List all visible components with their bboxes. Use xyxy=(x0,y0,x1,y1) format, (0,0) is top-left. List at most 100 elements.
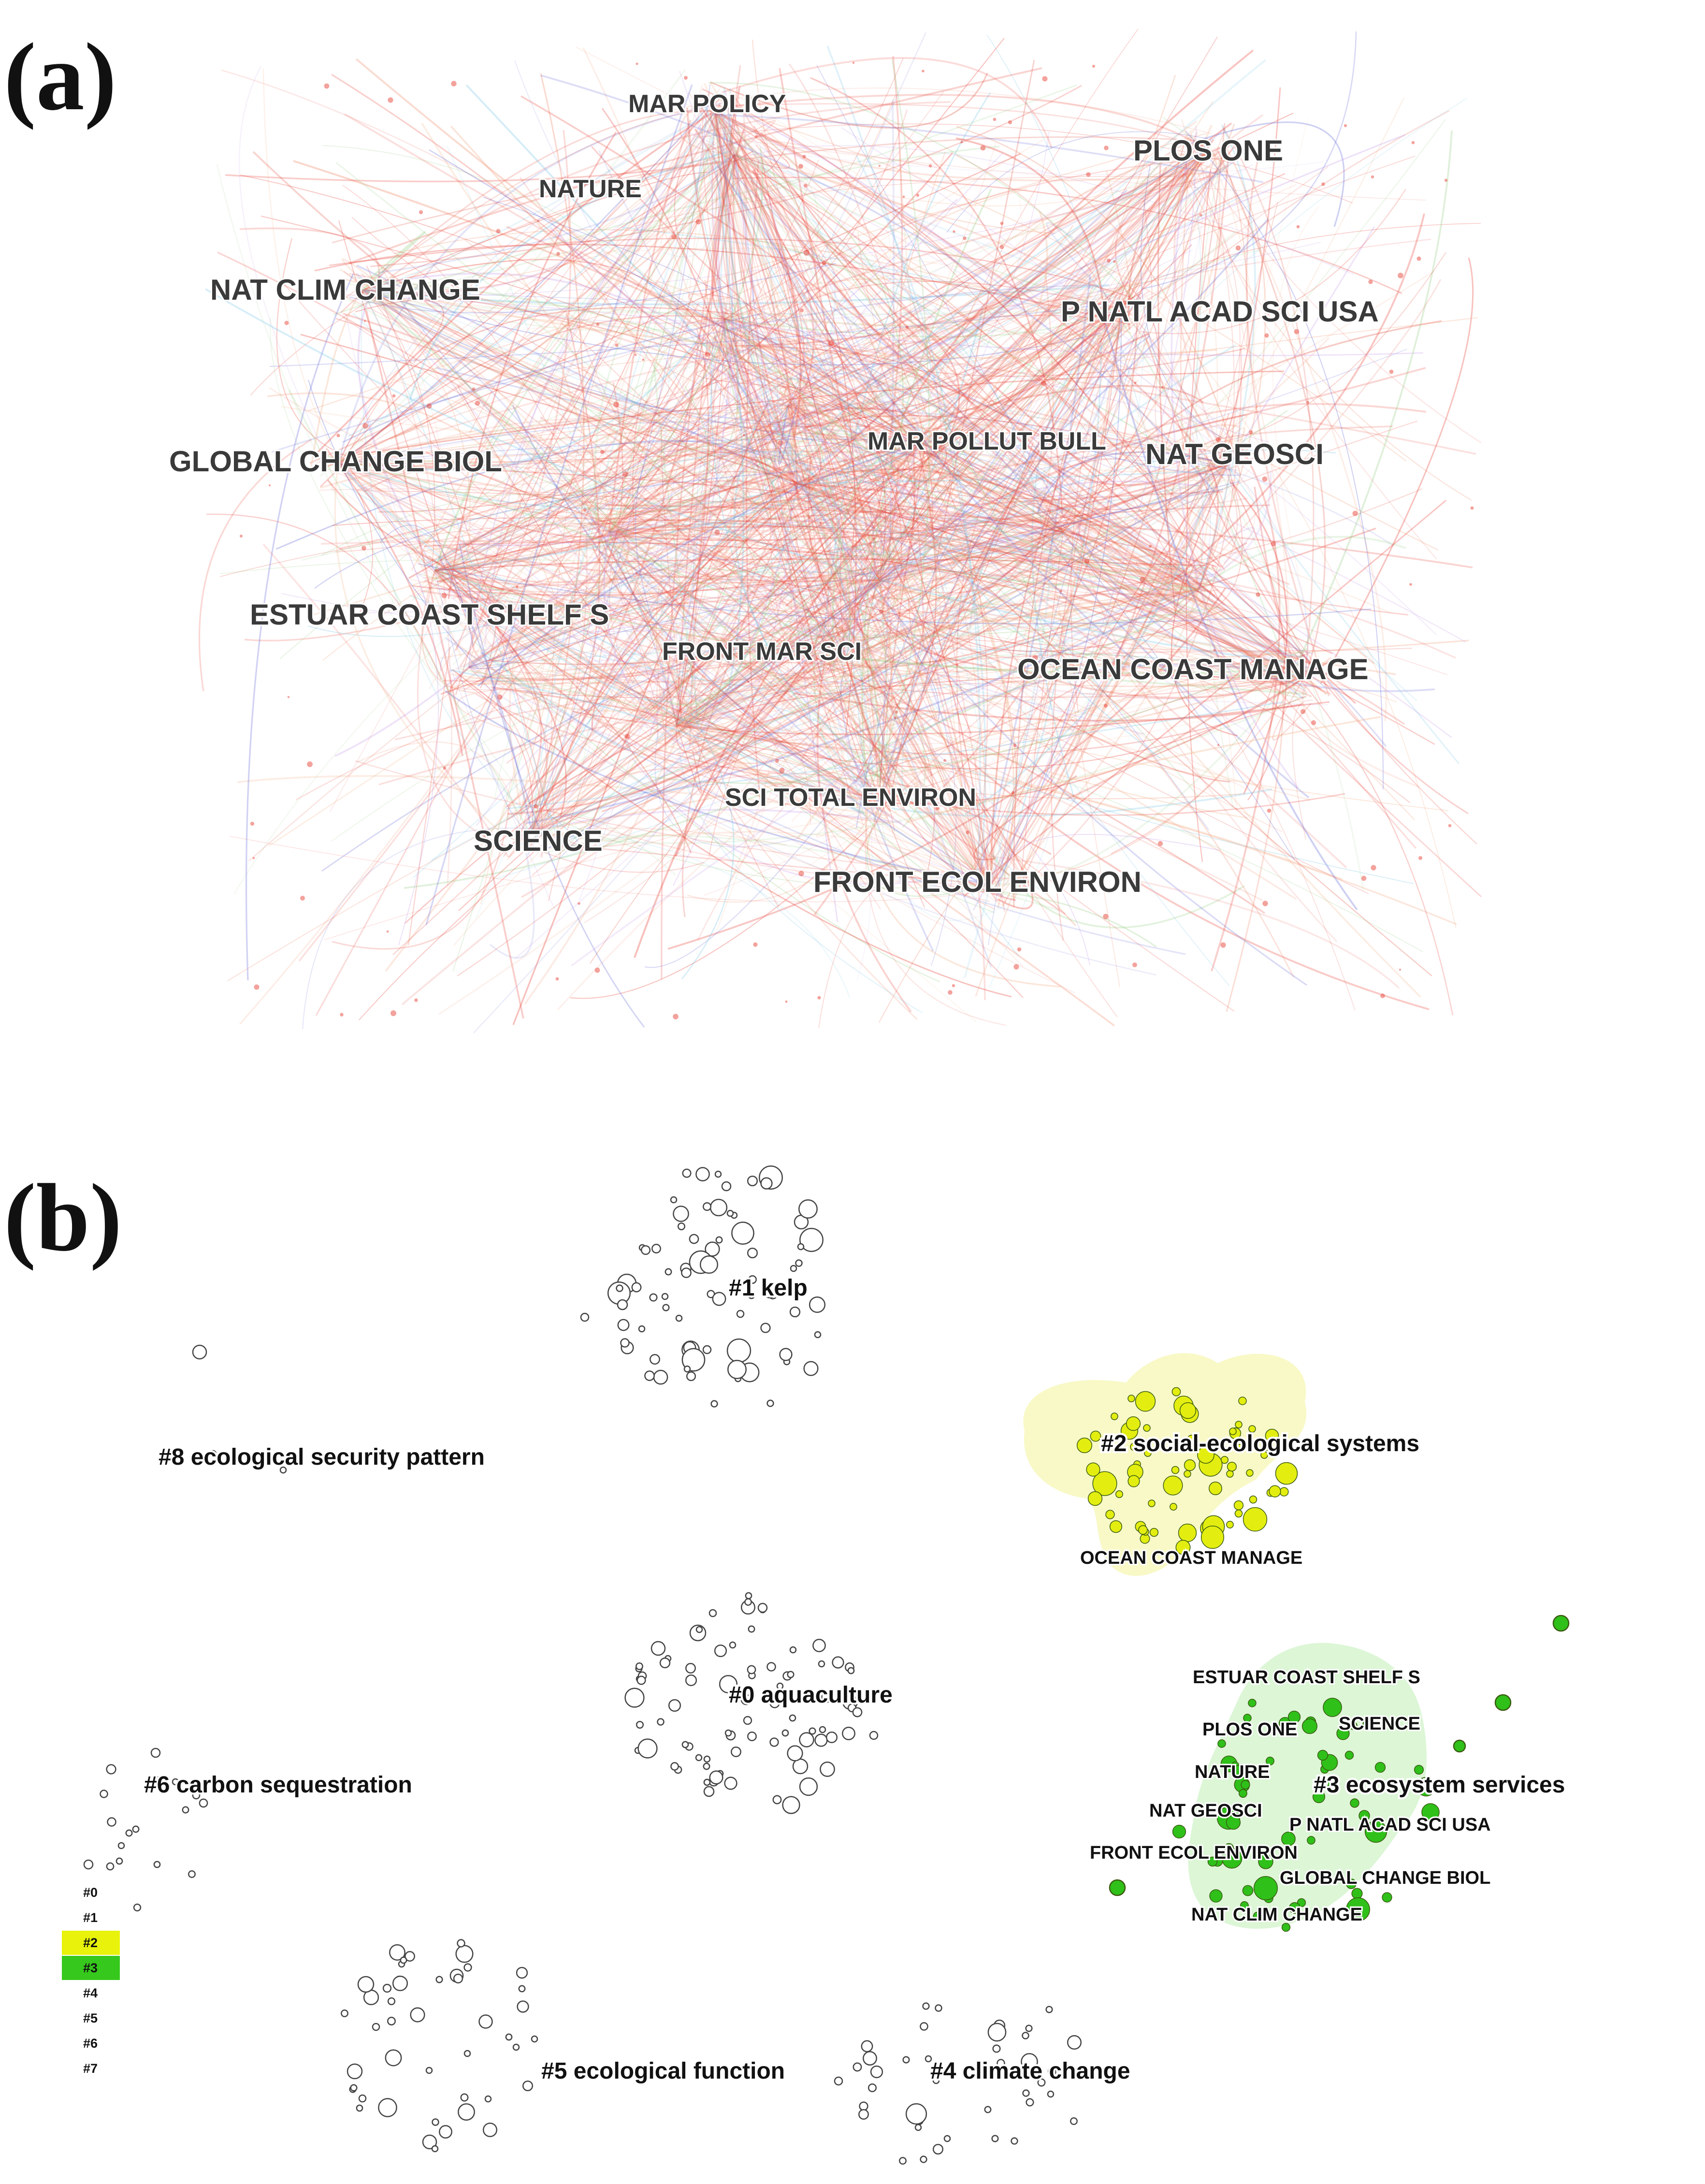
network-node xyxy=(240,535,243,538)
cluster-1-node xyxy=(736,1310,745,1318)
cluster-0-node xyxy=(657,1718,665,1726)
network-edge xyxy=(447,181,1272,564)
network-edge xyxy=(879,336,1138,803)
network-node xyxy=(1398,273,1403,278)
network-node xyxy=(451,81,457,87)
network-edge xyxy=(423,567,1186,584)
network-edge xyxy=(811,505,874,775)
network-edge xyxy=(434,570,834,645)
network-edge xyxy=(889,309,1122,429)
network-edge xyxy=(623,38,1005,513)
network-edge xyxy=(714,111,817,480)
network-edge xyxy=(867,345,1012,664)
cluster-1-node xyxy=(702,1202,712,1211)
network-edge xyxy=(900,314,960,457)
network-node xyxy=(443,766,447,770)
network-edge xyxy=(803,415,1228,465)
network-edge xyxy=(1080,470,1176,555)
network-edge xyxy=(879,556,1333,655)
network-edge xyxy=(676,304,1105,726)
network-edge xyxy=(695,101,1230,987)
network-edge xyxy=(787,404,1180,606)
network-edge xyxy=(468,516,1041,668)
network-edge xyxy=(676,725,1002,906)
network-edge xyxy=(879,652,1311,803)
network-node xyxy=(879,609,883,614)
network-node xyxy=(695,219,701,225)
network-edge xyxy=(361,483,439,946)
network-edge xyxy=(879,480,1199,581)
network-edge xyxy=(434,443,925,571)
network-node xyxy=(952,984,955,988)
cluster-3-node xyxy=(1382,1892,1392,1903)
network-edge xyxy=(855,458,1122,601)
network-edge xyxy=(759,580,892,658)
network-edge xyxy=(1111,287,1124,335)
network-edge xyxy=(531,84,711,832)
network-edge xyxy=(636,509,1085,716)
network-edge xyxy=(508,313,601,858)
network-edge xyxy=(1155,128,1226,451)
network-edge xyxy=(531,648,1282,832)
network-edge xyxy=(743,197,947,453)
network-edge xyxy=(676,675,1288,726)
network-edge xyxy=(676,625,852,726)
network-edge xyxy=(898,152,974,875)
network-edge xyxy=(1121,164,1230,310)
cluster-5-node xyxy=(387,1997,396,2006)
network-edge xyxy=(1205,202,1278,492)
cluster-1-node xyxy=(651,1244,661,1253)
network-edge xyxy=(531,492,1199,832)
network-edge xyxy=(710,339,880,803)
network-edge xyxy=(918,420,981,493)
network-edge xyxy=(743,301,972,735)
network-edge xyxy=(370,85,1082,267)
cluster-1-node xyxy=(760,1177,773,1190)
network-edge xyxy=(409,150,731,401)
network-edge xyxy=(480,681,1157,976)
cluster-2-node xyxy=(1265,1428,1279,1443)
cluster-8-node xyxy=(209,1450,217,1457)
network-edge xyxy=(724,318,1306,691)
network-node xyxy=(1294,329,1300,335)
network-edge xyxy=(1077,518,1338,943)
network-edge xyxy=(239,227,380,282)
network-edge xyxy=(362,114,707,291)
network-edge xyxy=(787,153,1185,407)
network-edge xyxy=(808,429,1191,568)
network-node xyxy=(785,1000,788,1003)
network-edge xyxy=(724,309,1101,338)
network-edge xyxy=(310,289,363,467)
network-edge xyxy=(321,494,629,556)
network-node xyxy=(1306,401,1309,404)
network-edge xyxy=(845,452,909,658)
network-edge xyxy=(1173,131,1228,465)
network-edge xyxy=(780,511,1199,591)
network-edge xyxy=(338,108,708,465)
cluster-6-node xyxy=(100,1790,108,1798)
network-edge xyxy=(570,662,1321,746)
network-edge xyxy=(332,136,1199,244)
network-edge xyxy=(377,295,1181,648)
network-edge xyxy=(722,87,781,352)
network-node xyxy=(534,804,538,809)
network-edge xyxy=(271,284,1098,453)
cluster-1-node xyxy=(727,1360,747,1379)
cluster-4-node xyxy=(1026,2098,1034,2107)
network-edge xyxy=(709,82,1421,998)
network-node xyxy=(1042,76,1048,82)
network-edge xyxy=(714,111,760,411)
network-edge xyxy=(711,111,888,819)
network-node xyxy=(963,236,967,240)
cluster-3-node xyxy=(1289,1902,1300,1914)
network-edge xyxy=(772,149,1209,399)
network-edge xyxy=(617,286,1171,507)
network-edge xyxy=(722,306,1245,377)
network-edge xyxy=(431,483,1235,861)
network-edge xyxy=(733,167,1417,701)
network-edge xyxy=(1195,153,1234,808)
network-edge xyxy=(608,527,834,649)
cluster-1-node xyxy=(677,1222,686,1231)
network-edge xyxy=(1101,311,1358,911)
network-node xyxy=(1104,146,1109,150)
